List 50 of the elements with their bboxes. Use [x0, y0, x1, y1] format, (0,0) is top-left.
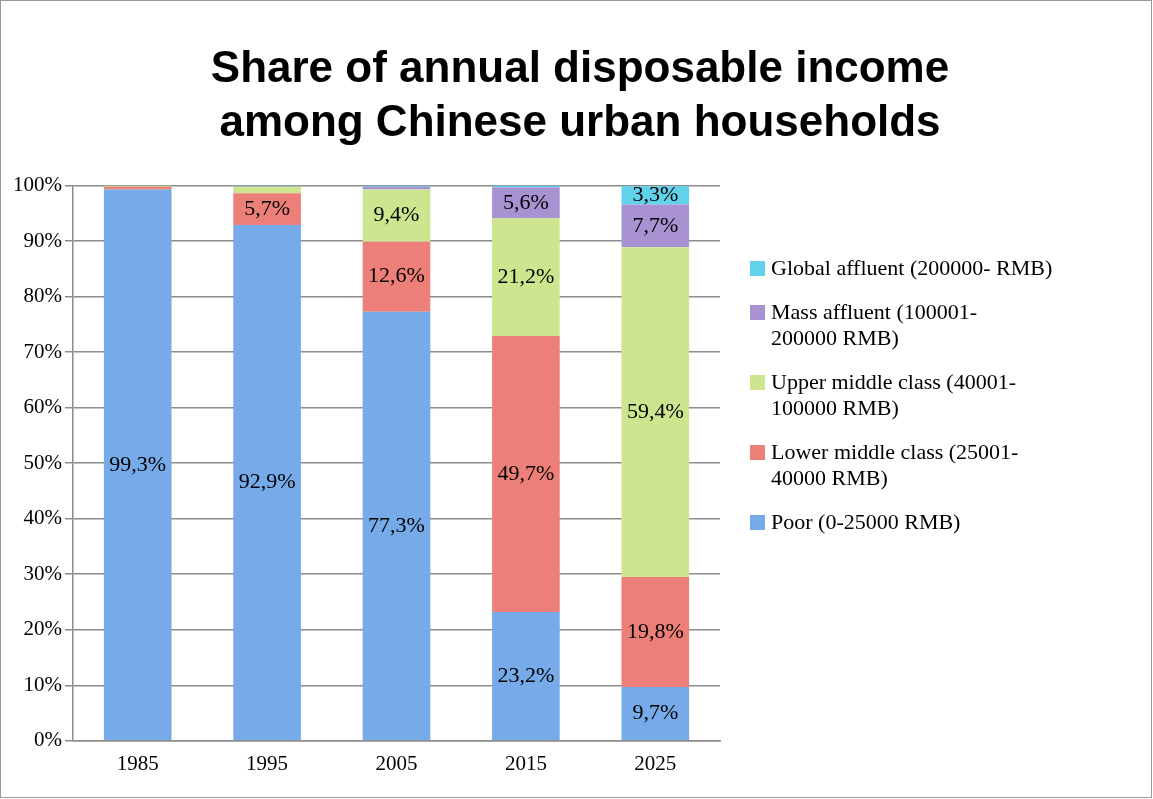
legend-label: Upper middle class (40001-100000 RMB)	[771, 369, 1017, 421]
bar	[103, 189, 172, 741]
legend-label: Lower middle class (25001-40000 RMB)	[771, 439, 1020, 491]
data-label: 12,6%	[368, 262, 425, 288]
data-label: 23,2%	[497, 661, 555, 687]
y-tick-label: 50%	[23, 449, 62, 474]
y-tick-label: 40%	[23, 505, 62, 530]
data-label: 99,3%	[109, 450, 167, 476]
y-tick-label: 100%	[12, 172, 62, 197]
bar	[233, 225, 301, 741]
data-label: 9,7%	[632, 699, 679, 725]
bar	[233, 186, 301, 194]
data-label: 5,6%	[502, 188, 549, 214]
data-label: 59,4%	[626, 397, 684, 423]
x-tick-label: 2005	[375, 750, 418, 775]
bar	[492, 611, 560, 741]
x-tick-label: 1985	[116, 750, 159, 775]
data-label: 7,7%	[632, 211, 679, 237]
legend-label: Poor (0-25000 RMB)	[771, 509, 962, 535]
bar	[621, 686, 690, 741]
bar	[492, 218, 560, 337]
y-tick-label: 90%	[23, 227, 62, 252]
y-tick-label: 10%	[23, 671, 62, 696]
data-label: 9,4%	[373, 201, 420, 227]
data-label: 5,7%	[244, 194, 291, 220]
data-label: 49,7%	[497, 459, 555, 485]
y-tick-label: 20%	[23, 616, 62, 641]
data-label: 77,3%	[368, 511, 425, 537]
y-tick-label: 30%	[23, 560, 62, 585]
data-label: 21,2%	[497, 262, 555, 288]
bar	[362, 311, 431, 741]
y-tick-label: 60%	[23, 394, 62, 419]
bar	[362, 241, 431, 312]
bar	[621, 577, 690, 687]
bar	[362, 189, 431, 242]
x-tick-label: 2025	[634, 750, 677, 775]
legend-label: Mass affluent (100001-200000 RMB)	[771, 299, 979, 351]
bar	[492, 336, 560, 612]
x-tick-label: 2015	[504, 750, 547, 775]
x-tick-label: 1995	[246, 750, 289, 775]
chart-title: Share of annual disposable income among Chinese urban households	[209, 41, 951, 147]
legend-label: Global affluent (200000- RMB)	[771, 255, 1053, 281]
y-tick-label: 80%	[23, 283, 62, 308]
data-label: 92,9%	[238, 468, 296, 494]
data-label: 3,3%	[632, 181, 679, 207]
bar	[621, 247, 690, 578]
y-tick-label: 0%	[33, 727, 62, 752]
bar	[621, 204, 690, 248]
y-tick-label: 70%	[23, 338, 62, 363]
data-label: 19,8%	[626, 617, 684, 643]
